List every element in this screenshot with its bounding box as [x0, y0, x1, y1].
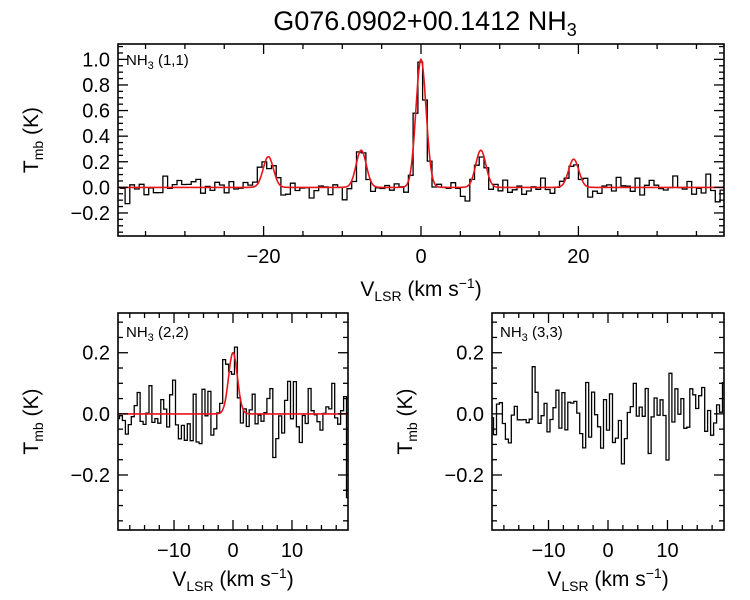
y-tick-label: 0.0 — [82, 177, 110, 199]
y-tick-label: −0.2 — [445, 465, 484, 487]
observed-spectrum-line — [118, 346, 348, 499]
x-axis-label: VLSR (km s−1) — [360, 275, 481, 304]
y-tick-label: 0.2 — [456, 343, 484, 365]
x-tick-label: −20 — [247, 246, 281, 268]
panel-label: NH3 (2,2) — [126, 324, 189, 344]
observed-spectrum-line — [118, 61, 724, 205]
y-tick-label: 0.2 — [82, 152, 110, 174]
x-tick-label: −10 — [157, 540, 191, 562]
figure-title-main: G076.0902+00.1412 NH — [273, 6, 566, 36]
x-axis-label: VLSR (km s−1) — [172, 565, 293, 594]
y-tick-label: 0.0 — [456, 404, 484, 426]
y-tick-label: 1.0 — [82, 49, 110, 71]
plot-frame — [117, 43, 725, 237]
y-tick-label: 0.8 — [82, 75, 110, 97]
x-tick-label: 10 — [281, 540, 303, 562]
x-tick-label: 10 — [656, 540, 678, 562]
x-tick-label: 0 — [227, 540, 238, 562]
x-tick-label: 0 — [415, 246, 426, 268]
y-tick-label: −0.2 — [71, 203, 110, 225]
fit-line — [118, 351, 348, 415]
y-axis-label: Tmb (K) — [20, 107, 46, 173]
nh3-33-panel: −10 0 10 −0.2 0.0 0.2 NH3 (3,3) VLSR (km s−1) Tm… — [394, 312, 725, 594]
observed-spectrum-line — [492, 366, 724, 465]
y-axis-label: Tmb (K) — [20, 388, 46, 454]
nh3-11-panel: −20 0 20 −0.2 0.0 0.2 0.4 0.6 0.8 1.0 NH3 (1,1) VLS… — [20, 43, 725, 304]
figure-title: G076.0902+00.1412 NH3 — [273, 6, 577, 40]
panel-label: NH3 (3,3) — [500, 324, 563, 344]
x-tick-label: 20 — [567, 246, 589, 268]
y-tick-label: 0.6 — [82, 101, 110, 123]
x-tick-label: 0 — [602, 540, 613, 562]
figure-title-sub: 3 — [567, 20, 577, 40]
x-axis-label: VLSR (km s−1) — [547, 565, 668, 594]
y-tick-label: 0.0 — [82, 404, 110, 426]
y-tick-label: −0.2 — [71, 465, 110, 487]
nh3-22-panel: −10 0 10 −0.2 0.0 0.2 NH3 (2,2) VLSR (km s−1) Tm… — [20, 312, 349, 594]
panel-label: NH3 (1,1) — [126, 52, 189, 72]
y-tick-label: 0.4 — [82, 126, 110, 148]
x-tick-label: −10 — [532, 540, 566, 562]
y-tick-label: 0.2 — [82, 343, 110, 365]
y-axis-label: Tmb (K) — [394, 388, 420, 454]
fit-line — [118, 57, 724, 189]
